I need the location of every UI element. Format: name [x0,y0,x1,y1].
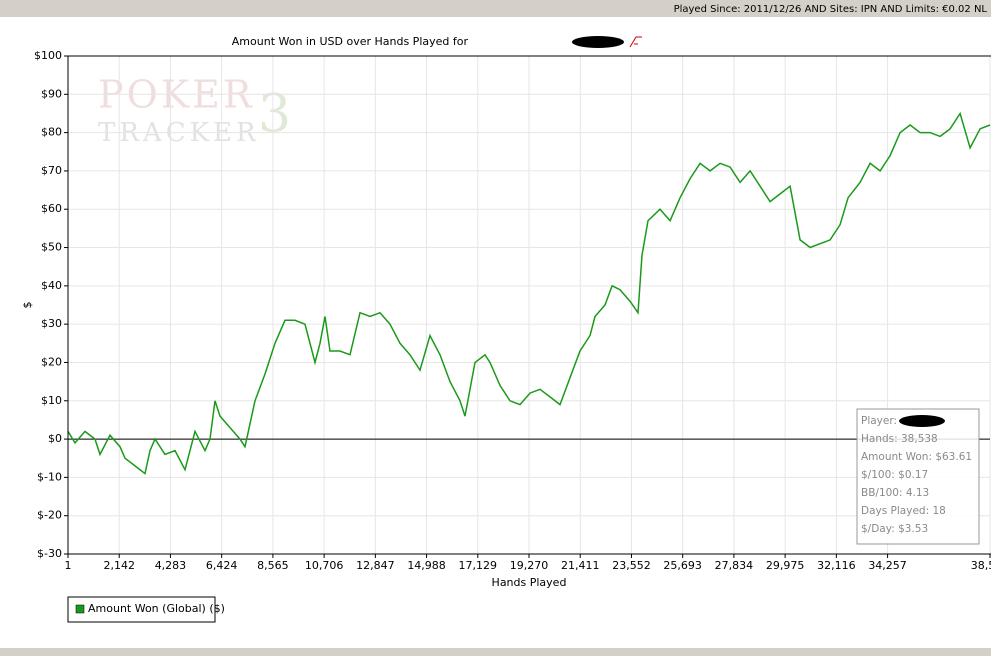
watermark: 3 [258,85,294,145]
x-tick-label: 29,975 [766,559,805,572]
y-tick-label: $10 [41,394,62,407]
plot-frame [67,55,991,555]
x-tick-label: 19,270 [510,559,549,572]
data-line [67,111,991,475]
filter-bar [0,0,991,17]
y-tick-label: $20 [41,355,62,368]
y-tick-label: $90 [41,87,62,100]
legend [67,596,216,623]
y-tick-label: $80 [41,126,62,139]
x-tick-label: 25,693 [663,559,702,572]
x-tick-label: 2,142 [103,559,135,572]
icon [629,36,642,48]
bottom-bar [0,648,991,656]
stat-line: Player: [861,415,897,427]
legend-swatch [75,604,85,614]
y-tick-label: $-10 [37,470,62,483]
x-tick-label: 6,424 [206,559,238,572]
x-tick-label: 21,411 [561,559,600,572]
x-tick-label: 14,988 [407,559,446,572]
stat-line: Amount Won: $63.61 [861,451,972,463]
y-tick-label: $60 [41,202,62,215]
x-tick-label: 34,257 [868,559,907,572]
x-tick-label: 17,129 [459,559,498,572]
stat-line: Days Played: 18 [861,505,946,517]
y-tick-label: $70 [41,164,62,177]
x-tick-label: 4,283 [155,559,187,572]
x-tick-label: 10,706 [305,559,344,572]
y-tick-label: $0 [48,432,62,445]
stat-line: BB/100: 4.13 [861,487,929,499]
filter-text: Played Since: 2011/12/26 AND Sites: IPN … [674,4,988,15]
x-tick-label: 8,565 [257,559,289,572]
stat-line: Hands: 38,538 [861,433,938,445]
redacted-name [899,415,945,427]
y-tick-label: $-30 [37,547,62,560]
x-tick-label: 27,834 [715,559,754,572]
x-tick-label: 1 [65,559,72,572]
x-axis-label: Hands Played [492,576,567,589]
y-tick-label: $40 [41,279,62,292]
y-tick-label: $-20 [37,509,62,522]
x-tick-label: 38,538 [971,559,991,572]
y-tick-label: $30 [41,317,62,330]
stat-line: $/100: $0.17 [861,469,928,481]
y-tick-label: $100 [34,49,62,62]
y-axis-label: $ [21,302,34,309]
chart-title: Amount Won in USD over Hands Played for [232,35,469,48]
legend-label: Amount Won (Global) ($) [88,602,225,615]
x-tick-label: 32,116 [817,559,856,572]
x-tick-label: 12,847 [356,559,395,572]
stats-box [856,408,980,545]
redacted-name [572,36,624,48]
stat-line: $/Day: $3.53 [861,523,928,535]
x-tick-label: 23,552 [612,559,651,572]
y-tick-label: $50 [41,241,62,254]
